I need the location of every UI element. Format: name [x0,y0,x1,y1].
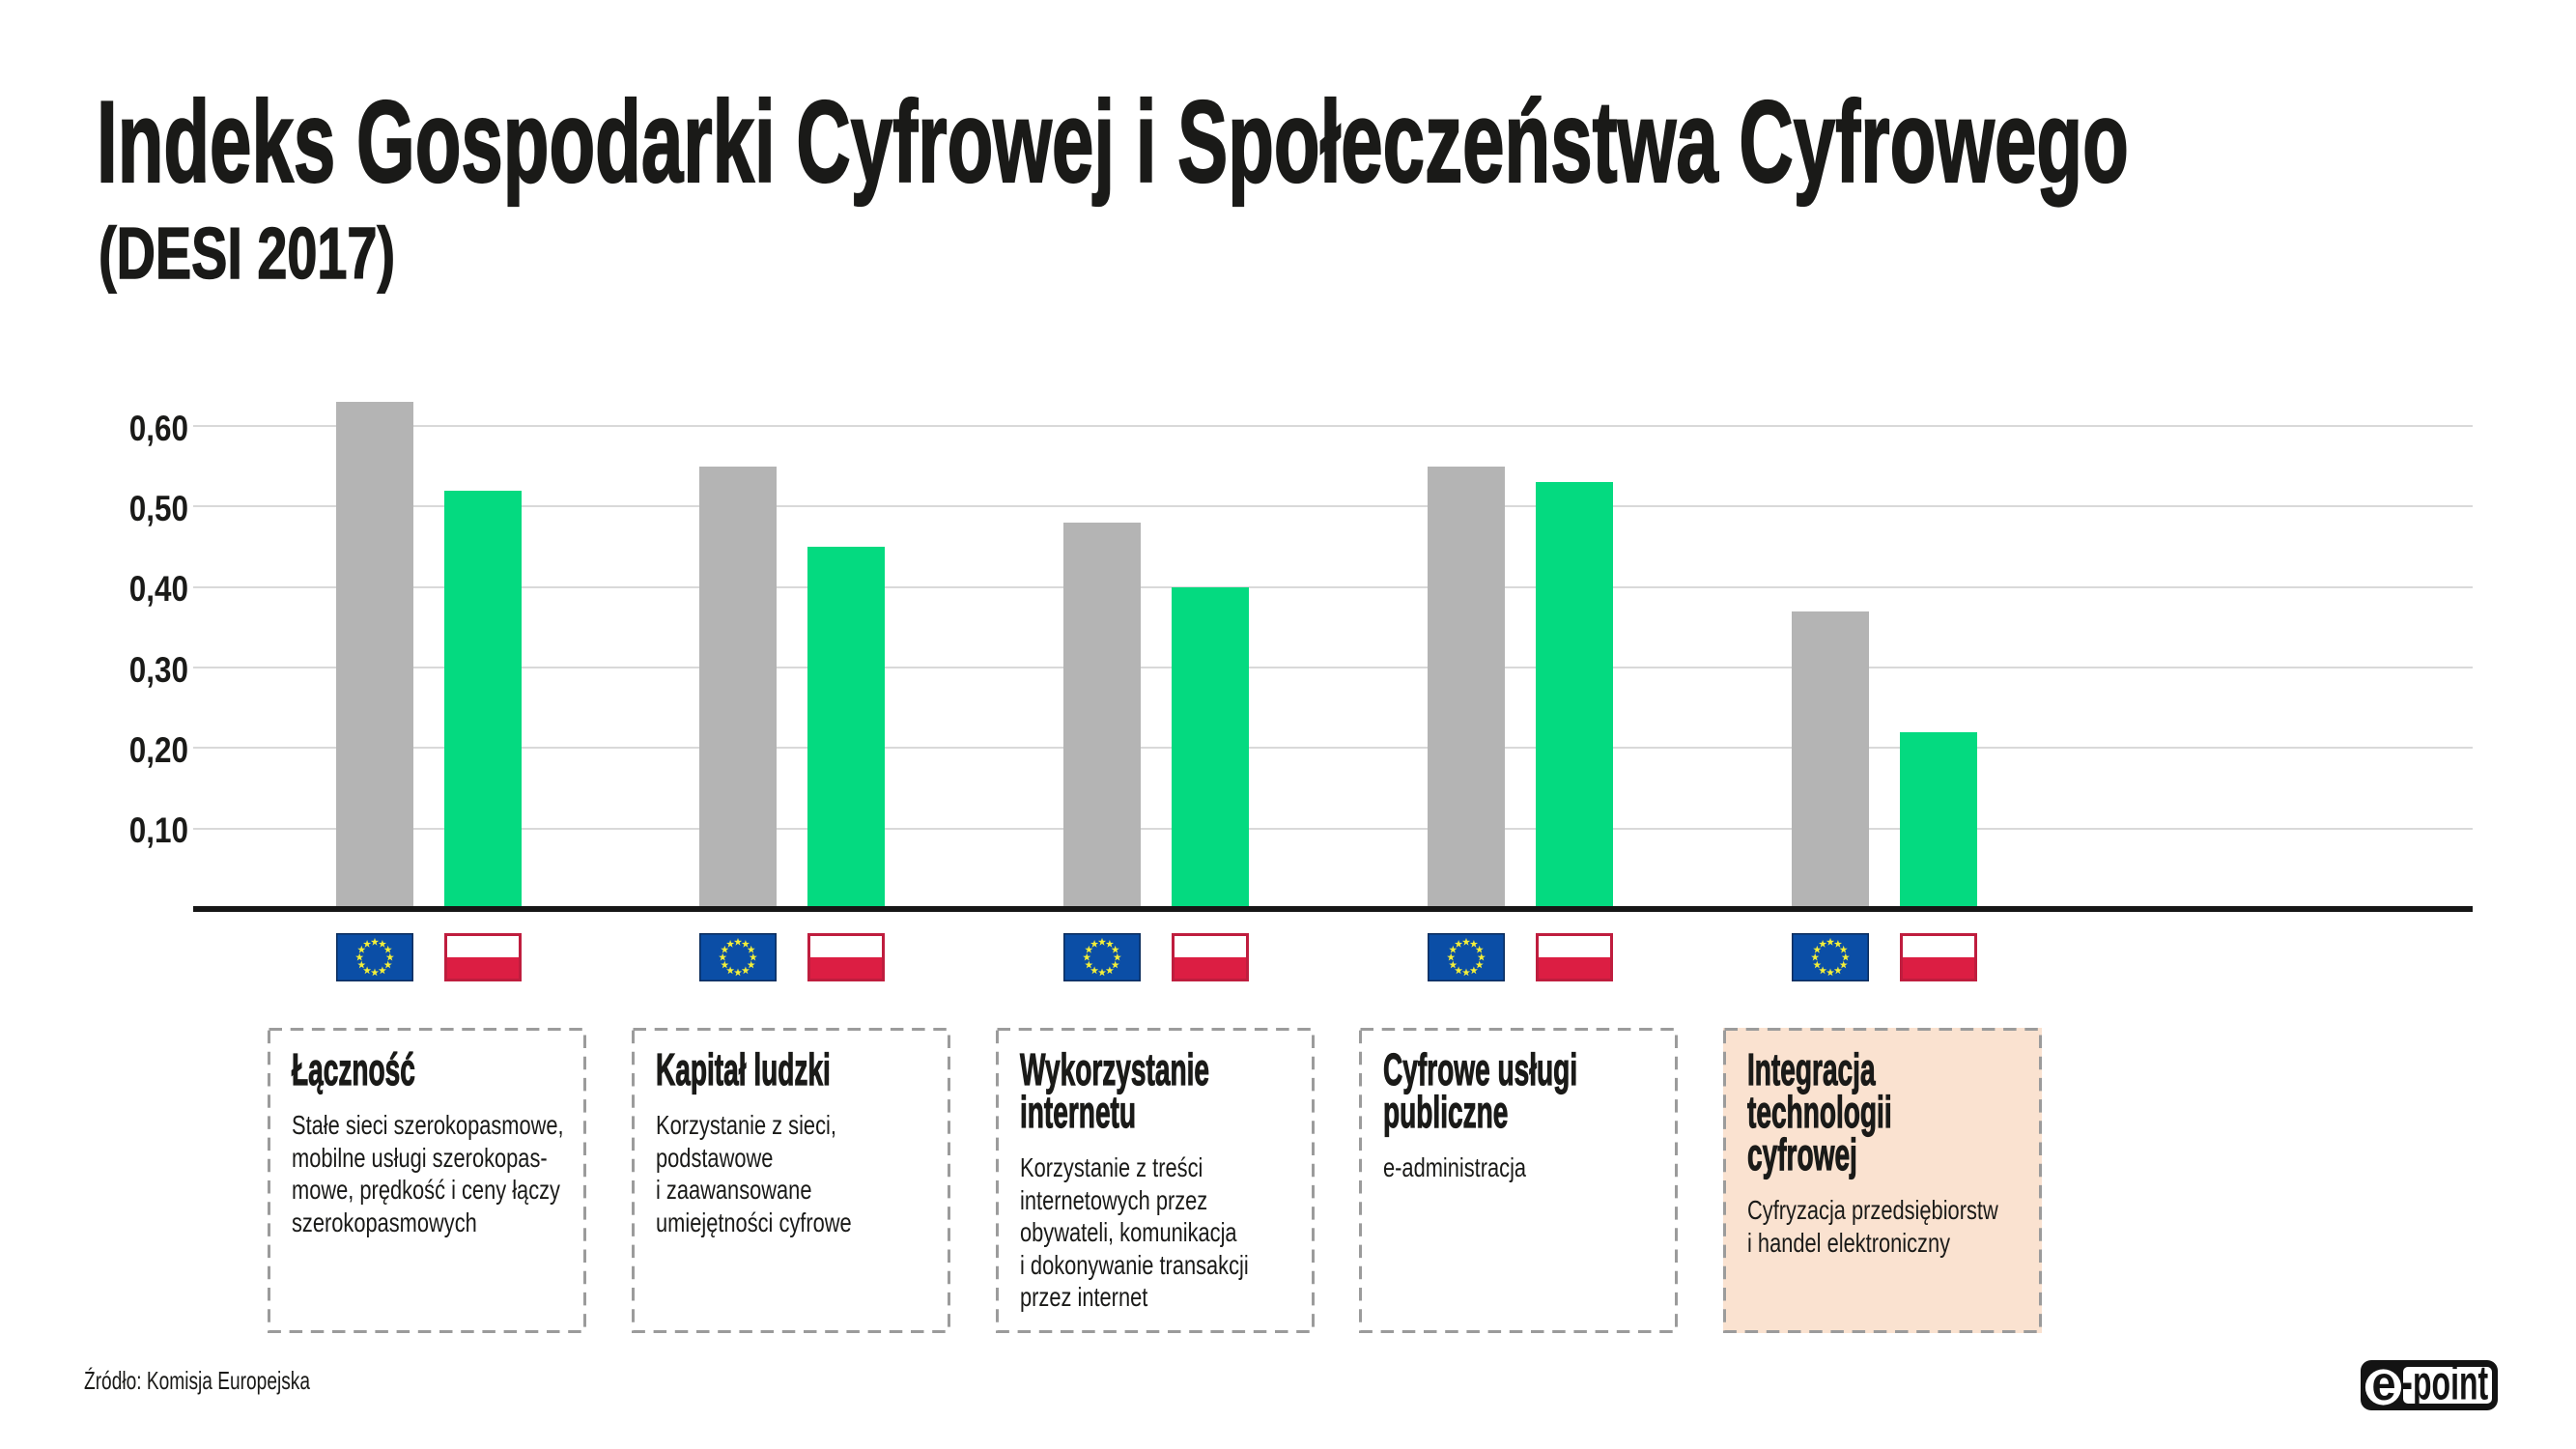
svg-text:e: e [2371,1360,2395,1410]
svg-text:point: point [2413,1360,2488,1409]
